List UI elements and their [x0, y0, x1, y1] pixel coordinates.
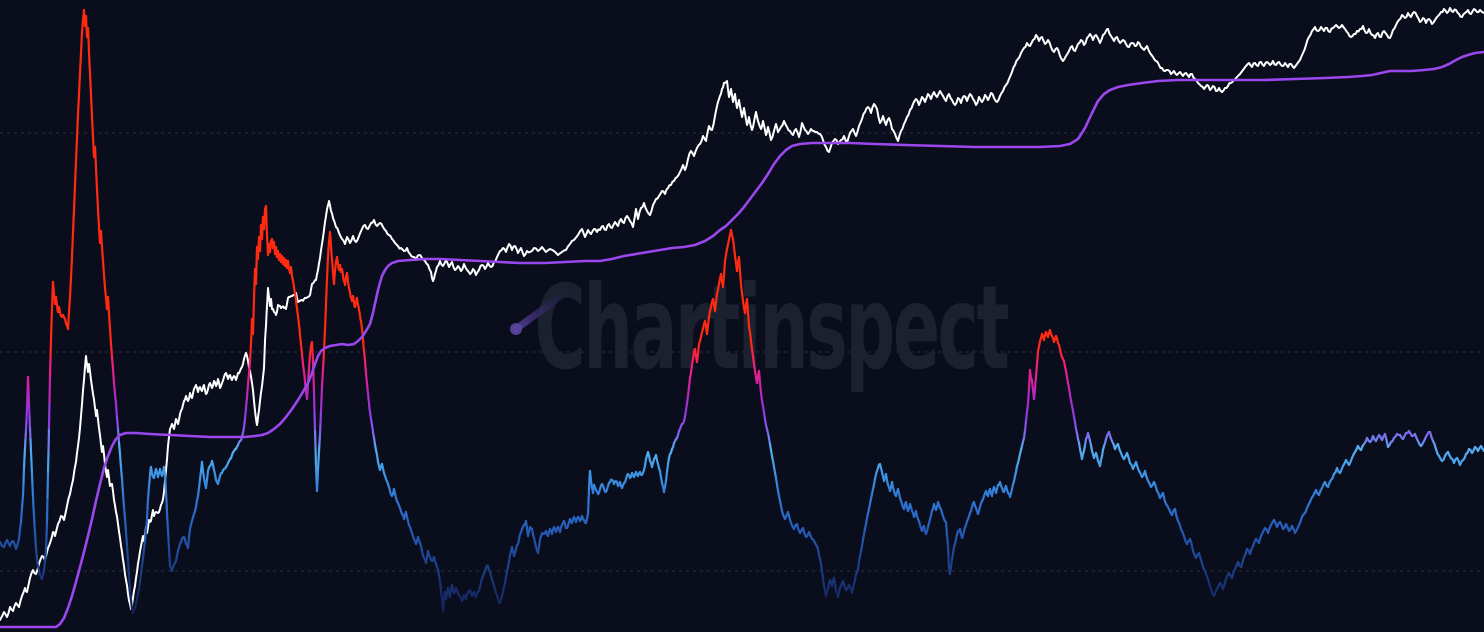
- watermark-text: Chartinspect: [535, 260, 1009, 396]
- chart-series: [0, 7, 1484, 629]
- price-line: [0, 7, 1484, 621]
- comet-icon: [510, 284, 576, 335]
- gridlines: [0, 132, 1484, 572]
- smooth-purple-line: [0, 50, 1484, 629]
